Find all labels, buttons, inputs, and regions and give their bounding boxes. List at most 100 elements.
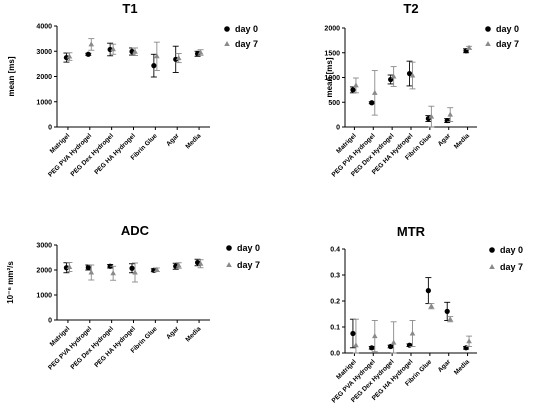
y-tick-label: 2000 bbox=[36, 74, 52, 81]
data-point-day7 bbox=[466, 338, 472, 344]
legend-marker-day0 bbox=[485, 26, 491, 32]
y-tick-label: 2000 bbox=[36, 268, 52, 275]
data-point-day7 bbox=[371, 89, 378, 95]
y-axis-label: mean [ms] bbox=[325, 57, 334, 97]
legend-marker-day0 bbox=[489, 247, 495, 253]
x-tick-label: Agar bbox=[165, 132, 181, 148]
data-point-day7 bbox=[132, 269, 138, 275]
data-point-day7 bbox=[428, 303, 435, 309]
data-point-day0 bbox=[444, 117, 450, 124]
legend-label-day0: day 0 bbox=[500, 245, 523, 255]
y-tick-label: 500 bbox=[328, 100, 340, 107]
data-point-day7 bbox=[353, 82, 359, 88]
y-tick-label: 0.3 bbox=[330, 273, 340, 280]
y-tick-label: 0 bbox=[336, 125, 340, 132]
y-tick-label: 3000 bbox=[36, 243, 52, 250]
y-tick-label: 0.4 bbox=[330, 247, 340, 254]
data-point-day0 bbox=[85, 51, 91, 57]
legend: day 0 day 7 bbox=[226, 243, 260, 270]
data-point-day0 bbox=[369, 100, 375, 106]
y-tick-label: 1000 bbox=[36, 99, 52, 106]
data-point-day7 bbox=[110, 46, 116, 52]
data-point-day7 bbox=[447, 111, 454, 117]
y-tick-label: 0.1 bbox=[330, 325, 340, 332]
data-point-day0 bbox=[151, 63, 157, 69]
y-axis-label: 10⁻⁶ mm²/s bbox=[6, 261, 15, 304]
legend-label-day0: day 0 bbox=[237, 243, 260, 253]
data-point-day0 bbox=[85, 264, 91, 271]
y-tick-label: 0.0 bbox=[330, 351, 340, 358]
data-point-day0 bbox=[369, 345, 375, 351]
data-point-day7 bbox=[409, 330, 416, 336]
data-point-day7 bbox=[409, 72, 416, 78]
data-point-day0 bbox=[350, 87, 356, 93]
x-tick-label: Agar bbox=[437, 132, 453, 148]
legend-marker-day7 bbox=[226, 262, 232, 267]
data-point-day7 bbox=[447, 316, 454, 322]
x-tick-label: Media bbox=[185, 325, 203, 343]
legend-marker-day7 bbox=[485, 41, 491, 46]
y-tick-label: 0 bbox=[48, 125, 52, 132]
data-point-day7 bbox=[88, 41, 95, 47]
x-tick-label: Media bbox=[453, 358, 471, 376]
legend-marker-day7 bbox=[224, 41, 230, 46]
data-point-day7 bbox=[390, 339, 397, 345]
x-tick-label: Agar bbox=[165, 325, 181, 341]
data-point-day7 bbox=[66, 264, 73, 269]
data-point-day7 bbox=[110, 270, 116, 276]
y-tick-label: 1500 bbox=[324, 50, 340, 57]
data-point-day0 bbox=[129, 265, 135, 271]
data-point-day0 bbox=[63, 54, 70, 61]
legend-label-day0: day 0 bbox=[496, 24, 519, 34]
data-point-day0 bbox=[388, 343, 394, 350]
data-point-day0 bbox=[173, 263, 179, 269]
x-tick-label: Media bbox=[453, 132, 471, 150]
data-point-day7 bbox=[466, 44, 472, 50]
data-point-day7 bbox=[428, 113, 435, 119]
data-point-day0 bbox=[406, 342, 413, 348]
data-point-day7 bbox=[154, 266, 160, 272]
x-tick-label: Agar bbox=[437, 358, 453, 374]
chart-title: T2 bbox=[403, 1, 418, 16]
legend: day 0 day 7 bbox=[485, 24, 519, 49]
x-tick-label: PEG HA Hydrogel bbox=[93, 132, 137, 176]
data-point-day0 bbox=[444, 308, 450, 314]
y-tick-label: 1000 bbox=[324, 75, 340, 82]
legend-label-day7: day 7 bbox=[496, 39, 519, 49]
legend-marker-day0 bbox=[224, 26, 230, 32]
x-tick-label: Media bbox=[185, 132, 203, 150]
chart-title: T1 bbox=[122, 1, 137, 16]
y-tick-label: 0.2 bbox=[330, 299, 340, 306]
data-point-day7 bbox=[66, 53, 73, 59]
legend: day 0 day 7 bbox=[224, 24, 258, 49]
legend-marker-day7 bbox=[489, 264, 495, 269]
legend-label-day0: day 0 bbox=[235, 24, 258, 34]
chart-title: MTR bbox=[397, 224, 426, 239]
y-tick-label: 0 bbox=[48, 318, 52, 325]
legend-label-day7: day 7 bbox=[235, 39, 258, 49]
data-point-day0 bbox=[425, 288, 431, 294]
y-axis-label: mean [ms] bbox=[7, 56, 16, 96]
y-tick-label: 2000 bbox=[324, 26, 340, 33]
chart-title: ADC bbox=[121, 223, 150, 238]
y-tick-label: 4000 bbox=[36, 24, 52, 31]
data-point-day7 bbox=[353, 342, 359, 348]
legend-label-day7: day 7 bbox=[237, 260, 260, 270]
legend-marker-day0 bbox=[226, 245, 232, 251]
data-point-day7 bbox=[175, 55, 182, 61]
legend: day 0 day 7 bbox=[489, 245, 523, 272]
data-point-day7 bbox=[371, 333, 378, 339]
data-point-day7 bbox=[390, 73, 397, 79]
data-point-day7 bbox=[154, 53, 160, 59]
data-point-day0 bbox=[463, 345, 469, 351]
legend-label-day7: day 7 bbox=[500, 262, 523, 272]
data-point-day7 bbox=[197, 49, 204, 55]
data-point-day7 bbox=[197, 260, 204, 266]
y-tick-label: 3000 bbox=[36, 49, 52, 56]
data-point-day0 bbox=[350, 330, 356, 337]
